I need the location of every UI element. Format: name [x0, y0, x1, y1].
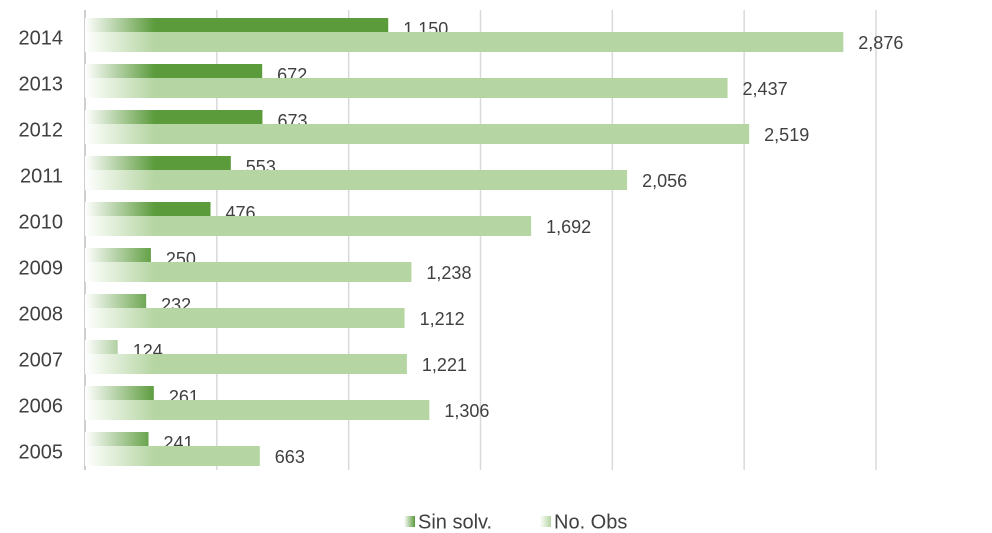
bar [85, 216, 532, 236]
legend-swatch [404, 516, 415, 527]
data-label: 663 [275, 447, 305, 467]
bar [85, 78, 728, 98]
y-tick-label: 2012 [19, 119, 64, 141]
legend-label: No. Obs [554, 511, 627, 533]
y-tick-label: 2007 [19, 349, 64, 371]
bar [85, 354, 407, 374]
data-label: 1,306 [444, 401, 489, 421]
y-tick-label: 2006 [19, 395, 64, 417]
y-tick-label: 2008 [19, 303, 64, 325]
y-tick-label: 2005 [19, 441, 64, 463]
bar [85, 32, 844, 52]
bar [85, 446, 260, 466]
data-label: 1,212 [420, 309, 465, 329]
y-tick-label: 2010 [19, 211, 64, 233]
data-label: 2,056 [642, 171, 687, 191]
data-label: 1,692 [546, 217, 591, 237]
y-tick-label: 2009 [19, 257, 64, 279]
bar [85, 262, 412, 282]
bar [85, 400, 430, 420]
data-label: 1,221 [422, 355, 467, 375]
legend-swatch [540, 516, 551, 527]
data-label: 2,519 [764, 125, 809, 145]
y-tick-label: 2013 [19, 73, 64, 95]
legend-label: Sin solv. [418, 511, 492, 533]
bar [85, 124, 750, 144]
y-tick-label: 2014 [19, 27, 64, 49]
data-label: 2,437 [743, 79, 788, 99]
bar [85, 308, 405, 328]
data-label: 2,876 [858, 33, 903, 53]
data-label: 1,238 [426, 263, 471, 283]
bar [85, 170, 628, 190]
y-tick-label: 2011 [20, 165, 63, 187]
